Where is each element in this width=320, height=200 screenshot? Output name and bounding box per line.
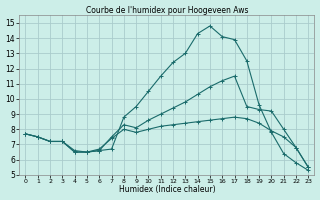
X-axis label: Humidex (Indice chaleur): Humidex (Indice chaleur)	[119, 185, 215, 194]
Title: Courbe de l'humidex pour Hoogeveen Aws: Courbe de l'humidex pour Hoogeveen Aws	[86, 6, 248, 15]
